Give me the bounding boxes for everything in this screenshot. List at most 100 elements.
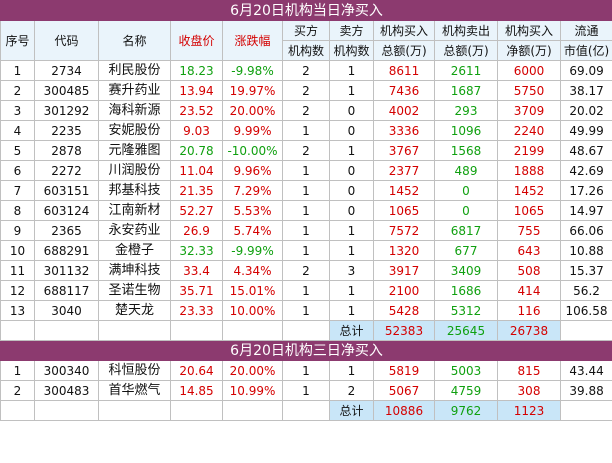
cell-code: 2365 <box>34 220 99 241</box>
cell-market-cap: 42.69 <box>559 160 612 181</box>
cell-seq: 5 <box>0 140 35 161</box>
cell-seq: 13 <box>0 300 35 321</box>
cell-seq: 2 <box>0 80 35 101</box>
cell-net-amount: 308 <box>497 380 561 401</box>
cell-sell-amount: 5003 <box>434 360 498 381</box>
cell-buy-count: 1 <box>282 280 330 301</box>
cell-buy-amount: 5819 <box>373 360 435 381</box>
header-seq: 序号 <box>0 20 35 61</box>
cell-name: 安妮股份 <box>98 120 171 141</box>
header-name: 名称 <box>98 20 171 61</box>
cell-market-cap: 14.97 <box>559 200 612 221</box>
cell-buy-count: 1 <box>282 220 330 241</box>
header-sellamt-top: 机构卖出 <box>434 20 498 41</box>
total-row: 总计 10886 9762 1123 <box>0 400 612 421</box>
blank-cell <box>222 400 283 421</box>
cell-market-cap: 69.09 <box>559 60 612 81</box>
cell-change: 4.34% <box>222 260 283 281</box>
cell-seq: 8 <box>0 200 35 221</box>
cell-close: 33.4 <box>170 260 223 281</box>
cell-sell-amount: 489 <box>434 160 498 181</box>
cell-buy-amount: 3917 <box>373 260 435 281</box>
cell-market-cap: 39.88 <box>559 380 612 401</box>
cell-sell-count: 1 <box>329 220 374 241</box>
cell-market-cap: 20.02 <box>559 100 612 121</box>
cell-name: 江南新材 <box>98 200 171 221</box>
cell-name: 首华燃气 <box>98 380 171 401</box>
table-row: 6 2272 川润股份 11.04 9.96% 1 0 2377 489 1888 42.69 <box>0 160 612 181</box>
institution-net-buy-table: 6月20日机构当日净买入 序号 代码 名称 收盘价 涨跌幅 买方 卖方 机构买入… <box>0 0 612 421</box>
cell-sell-count: 0 <box>329 160 374 181</box>
cell-code: 300483 <box>34 380 99 401</box>
cell-code: 301132 <box>34 260 99 281</box>
blank-cell <box>222 320 283 341</box>
cell-seq: 6 <box>0 160 35 181</box>
table-row: 9 2365 永安药业 26.9 5.74% 1 1 7572 6817 755 66.06 <box>0 220 612 241</box>
cell-close: 26.9 <box>170 220 223 241</box>
cell-sell-amount: 293 <box>434 100 498 121</box>
cell-change: 10.99% <box>222 380 283 401</box>
table-row: 10 688291 金橙子 32.33 -9.99% 1 1 1320 677 643 10.88 <box>0 240 612 261</box>
cell-sell-count: 1 <box>329 140 374 161</box>
table-row: 2 300483 首华燃气 14.85 10.99% 1 2 5067 4759 308 39.88 <box>0 380 612 401</box>
total-sell-amount: 9762 <box>434 400 498 421</box>
cell-buy-count: 2 <box>282 140 330 161</box>
cell-name: 元隆雅图 <box>98 140 171 161</box>
cell-sell-amount: 2611 <box>434 60 498 81</box>
cell-buy-amount: 5067 <box>373 380 435 401</box>
blank-cell <box>98 400 171 421</box>
cell-code: 603151 <box>34 180 99 201</box>
header-code: 代码 <box>34 20 99 61</box>
header-sell-bottom: 机构数 <box>329 40 374 61</box>
cell-buy-amount: 8611 <box>373 60 435 81</box>
header-row-bottom: 机构数 机构数 总额(万) 总额(万) 净额(万) 市值(亿) <box>1 40 612 61</box>
total-net-amount: 1123 <box>497 400 561 421</box>
cell-market-cap: 38.17 <box>559 80 612 101</box>
cell-net-amount: 3709 <box>497 100 561 121</box>
cell-market-cap: 49.99 <box>559 120 612 141</box>
cell-close: 11.04 <box>170 160 223 181</box>
cell-buy-count: 1 <box>282 180 330 201</box>
cell-sell-amount: 3409 <box>434 260 498 281</box>
cell-market-cap: 48.67 <box>559 140 612 161</box>
header-sell-top: 卖方 <box>329 20 374 41</box>
cell-sell-count: 1 <box>329 280 374 301</box>
cell-net-amount: 6000 <box>497 60 561 81</box>
cell-sell-count: 2 <box>329 380 374 401</box>
cell-change: -10.00% <box>222 140 283 161</box>
cell-code: 688117 <box>34 280 99 301</box>
cell-sell-amount: 5312 <box>434 300 498 321</box>
table-row: 11 301132 满坤科技 33.4 4.34% 2 3 3917 3409 508 15.37 <box>0 260 612 281</box>
cell-name: 金橙子 <box>98 240 171 261</box>
blank-cell <box>170 400 223 421</box>
cell-name: 利民股份 <box>98 60 171 81</box>
section2-title-row: 6月20日机构三日净买入 <box>0 340 612 361</box>
cell-market-cap: 43.44 <box>559 360 612 381</box>
cell-name: 川润股份 <box>98 160 171 181</box>
cell-close: 9.03 <box>170 120 223 141</box>
cell-buy-count: 1 <box>282 360 330 381</box>
total-row: 总计 52383 25645 26738 <box>0 320 612 341</box>
cell-buy-count: 1 <box>282 200 330 221</box>
cell-seq: 10 <box>0 240 35 261</box>
cell-buy-amount: 4002 <box>373 100 435 121</box>
cell-seq: 9 <box>0 220 35 241</box>
cell-close: 14.85 <box>170 380 223 401</box>
cell-buy-amount: 1320 <box>373 240 435 261</box>
cell-buy-count: 2 <box>282 80 330 101</box>
header-sellamt-bottom: 总额(万) <box>434 40 498 61</box>
cell-close: 18.23 <box>170 60 223 81</box>
cell-close: 21.35 <box>170 180 223 201</box>
cell-buy-amount: 5428 <box>373 300 435 321</box>
cell-sell-amount: 677 <box>434 240 498 261</box>
cell-market-cap: 15.37 <box>559 260 612 281</box>
cell-change: 20.00% <box>222 360 283 381</box>
cell-change: 10.00% <box>222 300 283 321</box>
cell-seq: 4 <box>0 120 35 141</box>
header-cap-bottom: 市值(亿) <box>559 40 612 61</box>
cell-close: 23.52 <box>170 100 223 121</box>
blank-cell <box>170 320 223 341</box>
cell-buy-count: 2 <box>282 100 330 121</box>
total-label: 总计 <box>329 400 374 421</box>
cell-sell-amount: 1687 <box>434 80 498 101</box>
